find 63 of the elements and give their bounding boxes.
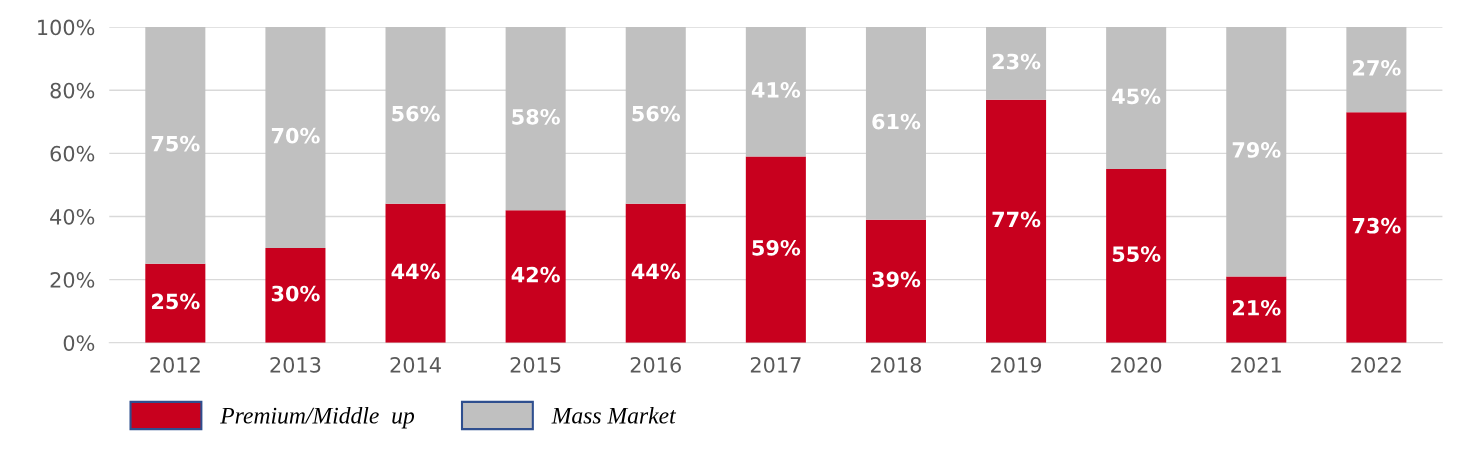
data-label: 42%: [511, 266, 560, 283]
x-tick-label: 2017: [750, 357, 801, 373]
data-label: 21%: [1232, 299, 1281, 316]
data-label: 45%: [1112, 88, 1161, 105]
y-tick-label: 60%: [50, 145, 95, 162]
bar: [505, 27, 566, 211]
data-label: 61%: [872, 113, 921, 130]
data-label: 79%: [1232, 142, 1281, 158]
data-label: 77%: [992, 211, 1041, 228]
y-tick-label: 20%: [50, 272, 95, 288]
data-label: 58%: [512, 108, 560, 125]
x-tick-label: 2019: [991, 357, 1042, 373]
y-tick-label: 100%: [38, 19, 95, 36]
bar: [1226, 276, 1287, 343]
data-label: 41%: [751, 82, 801, 98]
data-label: 25%: [152, 293, 200, 310]
data-label: 44%: [631, 263, 681, 280]
bar: [145, 263, 206, 343]
x-tick-label: 2013: [270, 357, 321, 373]
bar: [745, 27, 806, 157]
legend-label: Premium/Middle up: [220, 407, 415, 429]
x-tick-label: 2016: [630, 357, 681, 373]
bar: [865, 27, 926, 220]
data-label: 30%: [271, 285, 320, 302]
data-label: 73%: [1352, 217, 1401, 234]
bar: [1346, 27, 1407, 113]
bar: [385, 27, 446, 204]
bar: [145, 27, 206, 264]
bar: [1106, 27, 1167, 170]
x-tick-label: 2012: [150, 357, 200, 373]
data-label: 56%: [392, 105, 440, 122]
x-tick-label: 2015: [510, 357, 561, 373]
legend-label: Mass Market: [551, 407, 677, 424]
data-label: 55%: [1112, 246, 1161, 262]
bar: [625, 203, 686, 343]
y-tick-label: 80%: [50, 82, 95, 99]
data-label: 23%: [992, 53, 1041, 70]
bar: [505, 210, 566, 343]
bar: [265, 27, 326, 249]
bar: [1106, 169, 1167, 343]
x-tick-label: 2018: [870, 357, 922, 373]
data-label: 56%: [632, 105, 681, 122]
x-tick-label: 2014: [390, 357, 441, 373]
bar: [745, 156, 806, 343]
bar: [1226, 27, 1287, 277]
data-label: 39%: [872, 271, 921, 288]
data-label: 59%: [752, 239, 801, 256]
bar: [385, 203, 446, 343]
data-label: 70%: [271, 127, 320, 144]
x-tick-label: 2021: [1231, 357, 1281, 373]
y-tick-label: 40%: [50, 208, 95, 225]
data-label: 44%: [391, 263, 440, 280]
bar: [625, 27, 686, 204]
data-label: 75%: [151, 135, 200, 152]
x-tick-label: 2020: [1111, 357, 1162, 373]
y-tick-label: 0%: [63, 335, 95, 351]
bar: [265, 248, 326, 343]
bar: [986, 99, 1047, 343]
data-label: 27%: [1353, 59, 1401, 76]
bar: [986, 27, 1047, 100]
x-tick-label: 2022: [1351, 357, 1401, 373]
bar: [1346, 112, 1407, 343]
bar: [865, 219, 926, 343]
